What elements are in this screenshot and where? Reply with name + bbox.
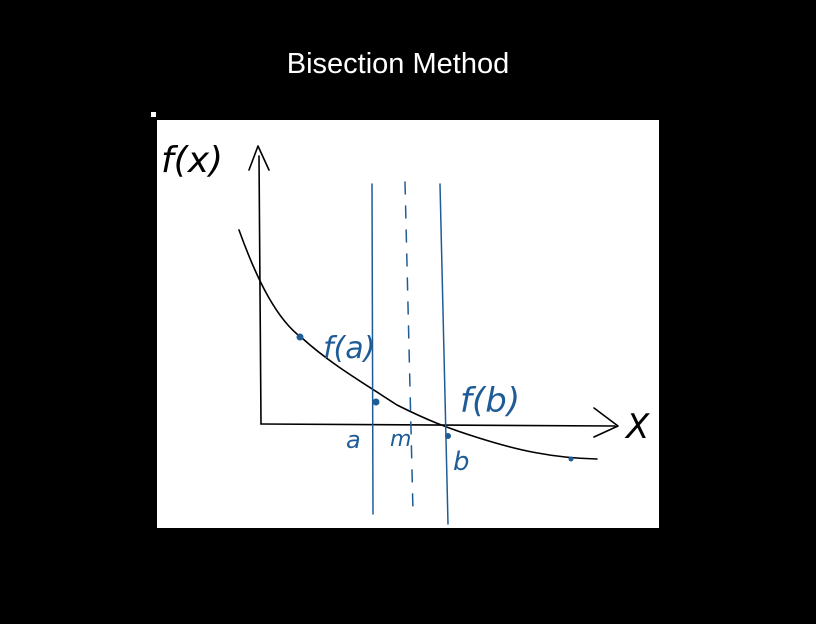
point-b-label: b xyxy=(453,447,470,477)
y-axis xyxy=(258,155,262,425)
function-curve xyxy=(238,229,598,460)
resize-handle[interactable] xyxy=(151,112,156,117)
curve-point-end xyxy=(568,456,574,462)
curve-point-start xyxy=(296,333,304,341)
point-fa xyxy=(372,398,380,406)
left-bound-line xyxy=(371,183,374,515)
midpoint-label: m xyxy=(390,427,411,452)
x-axis-arrowhead xyxy=(593,407,619,438)
point-a-label: a xyxy=(346,426,361,454)
bisection-sketch: f(x) X f(a) f(b) a m b xyxy=(161,140,650,525)
right-bound-line xyxy=(439,183,449,525)
point-fb xyxy=(445,433,451,439)
y-axis-arrowhead xyxy=(248,145,270,171)
whiteboard-image: f(x) X f(a) f(b) a m b xyxy=(157,120,659,528)
slide-title: Bisection Method xyxy=(286,48,510,80)
fa-label: f(a) xyxy=(323,331,375,366)
x-axis-label: X xyxy=(624,407,650,447)
midpoint-dashed-line xyxy=(404,181,414,513)
fb-label: f(b) xyxy=(460,381,520,421)
x-axis xyxy=(260,423,616,427)
y-axis-label: f(x) xyxy=(161,140,223,181)
